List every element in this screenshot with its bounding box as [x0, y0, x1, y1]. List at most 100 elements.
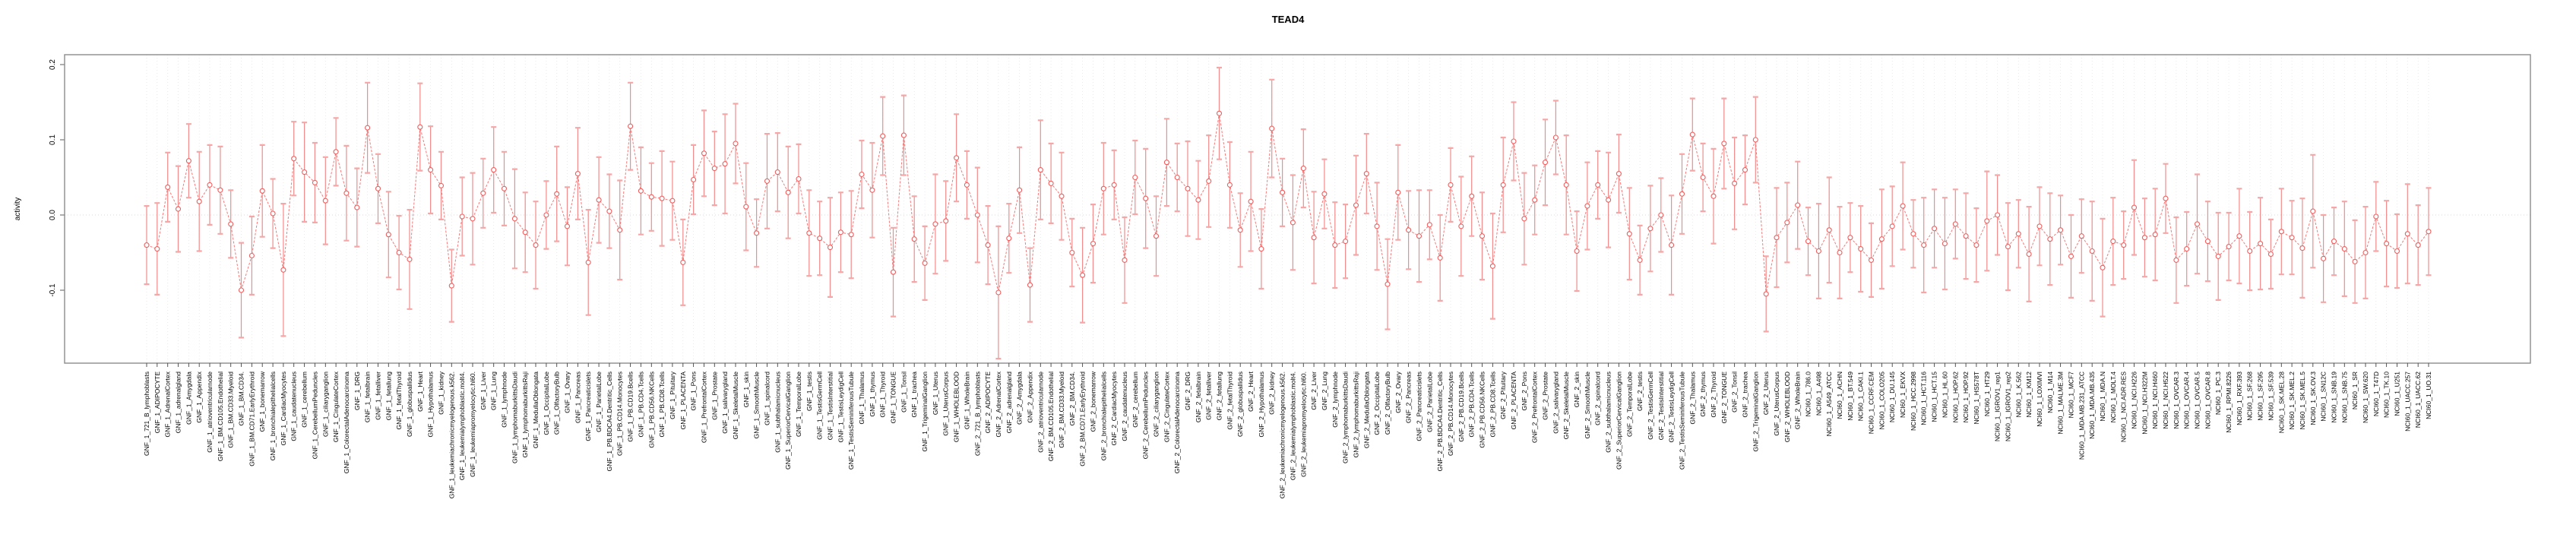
svg-text:GNF_2_bronchialepithelialcells: GNF_2_bronchialepithelialcells	[1100, 372, 1107, 460]
svg-text:GNF_2_DRG: GNF_2_DRG	[1184, 372, 1191, 410]
svg-text:GNF_1_leukemiapromyelocytic.hl: GNF_1_leukemiapromyelocytic.hl60.	[469, 372, 476, 477]
svg-text:GNF_2_TONGUE: GNF_2_TONGUE	[1720, 372, 1728, 424]
svg-text:GNF_1_subthalamicnucleus: GNF_1_subthalamicnucleus	[774, 372, 781, 453]
svg-text:NCI60_1_A498: NCI60_1_A498	[1815, 372, 1822, 416]
svg-text:NCI60_1_SK.MEL.5: NCI60_1_SK.MEL.5	[2299, 372, 2306, 430]
svg-text:GNF_1_skin: GNF_1_skin	[742, 372, 750, 408]
svg-text:GNF_1_TemporalLobe: GNF_1_TemporalLobe	[795, 372, 802, 437]
svg-text:GNF_2_PB.CD14.Monocytes: GNF_2_PB.CD14.Monocytes	[1447, 372, 1454, 456]
svg-text:NCI60_1_PC.3: NCI60_1_PC.3	[2214, 372, 2222, 415]
svg-text:NCI60_1_TK.10: NCI60_1_TK.10	[2383, 372, 2391, 418]
svg-text:NCI60_1_HS578T: NCI60_1_HS578T	[1973, 372, 1980, 424]
svg-text:GNF_1_AdrenalCortex: GNF_1_AdrenalCortex	[164, 371, 172, 437]
svg-text:GNF_2_Ovary: GNF_2_Ovary	[1394, 371, 1402, 413]
svg-text:NCI60_1_IGROV1_rep1: NCI60_1_IGROV1_rep1	[1994, 372, 2002, 441]
svg-text:GNF_1_DRG: GNF_1_DRG	[353, 372, 361, 410]
svg-text:GNF_1_SkeletalMuscle: GNF_1_SkeletalMuscle	[732, 372, 739, 440]
svg-text:GNF_1_atrioventricularnode: GNF_1_atrioventricularnode	[206, 372, 214, 453]
svg-text:NCI60_1_HOP.92: NCI60_1_HOP.92	[1962, 372, 1970, 423]
svg-text:GNF_1_Pons: GNF_1_Pons	[690, 372, 698, 411]
svg-text:NCI60_1_EKVX: NCI60_1_EKVX	[1899, 372, 1907, 418]
svg-text:activity: activity	[14, 198, 22, 221]
svg-text:NCI60_1_RPMI.8226: NCI60_1_RPMI.8226	[2225, 372, 2233, 433]
svg-text:GNF_1_PB.CD14.Monocytes: GNF_1_PB.CD14.Monocytes	[616, 372, 624, 456]
svg-text:NCI60_1_OVCAR.4: NCI60_1_OVCAR.4	[2183, 372, 2191, 429]
svg-text:GNF_2_BM.CD34.: GNF_2_BM.CD34.	[1068, 372, 1076, 425]
svg-text:GNF_2_OlfactoryBulb: GNF_2_OlfactoryBulb	[1384, 372, 1391, 435]
svg-text:NCI60_1_HOP.62: NCI60_1_HOP.62	[1951, 372, 1959, 423]
svg-text:GNF_2_leukemiachronicmyelogeno: GNF_2_leukemiachronicmyelogenous.k562.	[1279, 372, 1286, 498]
svg-text:GNF_1_TestisSeminiferousTubule: GNF_1_TestisSeminiferousTubule	[847, 372, 855, 470]
svg-text:NCI60_1_MCF7: NCI60_1_MCF7	[2068, 372, 2075, 419]
svg-text:NCI60_1_SF.295: NCI60_1_SF.295	[2257, 372, 2264, 421]
svg-text:GNF_2_SmoothMuscle: GNF_2_SmoothMuscle	[1584, 372, 1591, 439]
svg-text:GNF_1_ciliaryganglion: GNF_1_ciliaryganglion	[321, 372, 329, 437]
svg-text:GNF_2_ColorectalAdenocarcinoma: GNF_2_ColorectalAdenocarcinoma	[1173, 372, 1181, 473]
svg-text:GNF_2_TemporalLobe: GNF_2_TemporalLobe	[1625, 372, 1633, 437]
svg-text:GNF_2_skin: GNF_2_skin	[1573, 372, 1581, 408]
svg-text:GNF_2_thymus: GNF_2_thymus	[1699, 372, 1707, 417]
svg-text:GNF_1_fetalbrain: GNF_1_fetalbrain	[364, 372, 372, 422]
svg-text:GNF_1_SmoothMuscle: GNF_1_SmoothMuscle	[753, 372, 761, 439]
svg-text:GNF_1_OccipitalLobe: GNF_1_OccipitalLobe	[543, 372, 550, 435]
svg-text:GNF_1_fetalliver: GNF_1_fetalliver	[375, 372, 382, 420]
svg-text:GNF_1_TestisLeydigCell: GNF_1_TestisLeydigCell	[837, 372, 844, 443]
svg-text:GNF_2_BM.CD71.EarlyErythroid: GNF_2_BM.CD71.EarlyErythroid	[1079, 372, 1087, 466]
svg-text:GNF_2_cerebellum: GNF_2_cerebellum	[1131, 372, 1139, 428]
svg-text:NCI60_1_OVCAR.3: NCI60_1_OVCAR.3	[2173, 372, 2180, 429]
svg-text:GNF_2_721_B_lymphoblasts: GNF_2_721_B_lymphoblasts	[973, 372, 981, 456]
svg-text:NCI60_1_IGROV1_rep2: NCI60_1_IGROV1_rep2	[2005, 372, 2012, 441]
svg-text:GNF_2_trachea: GNF_2_trachea	[1742, 372, 1749, 418]
svg-text:NCI60_1_MDA.MB.435: NCI60_1_MDA.MB.435	[2088, 372, 2096, 439]
svg-text:GNF_1_TrigeminalGanglion: GNF_1_TrigeminalGanglion	[921, 372, 929, 452]
svg-text:NCI60_1_NCI.H460: NCI60_1_NCI.H460	[2151, 372, 2159, 429]
svg-text:GNF_1_Pancreas: GNF_1_Pancreas	[574, 372, 581, 423]
svg-text:NCI60_1_CAKI.1: NCI60_1_CAKI.1	[1857, 372, 1865, 421]
svg-text:NCI60_1_LOXIMVI: NCI60_1_LOXIMVI	[2036, 372, 2043, 427]
svg-text:GNF_2_PB.CD56.NKCells: GNF_2_PB.CD56.NKCells	[1479, 372, 1486, 448]
svg-text:NCI60_1_CCRF.CEM: NCI60_1_CCRF.CEM	[1868, 372, 1875, 434]
svg-text:GNF_2_fetalThyroid: GNF_2_fetalThyroid	[1226, 372, 1233, 430]
svg-text:GNF_2_fetalliver: GNF_2_fetalliver	[1205, 372, 1213, 420]
chart-title: TEAD4	[1271, 14, 1305, 25]
svg-text:GNF_1_bonemarrow: GNF_1_bonemarrow	[258, 371, 266, 432]
svg-text:GNF_2_Appendix: GNF_2_Appendix	[1027, 371, 1034, 422]
svg-text:0.0: 0.0	[49, 210, 57, 220]
svg-text:GNF_2_SuperiorCervicalGanglion: GNF_2_SuperiorCervicalGanglion	[1615, 372, 1622, 470]
svg-text:GNF_2_globuspallidus: GNF_2_globuspallidus	[1236, 372, 1244, 437]
svg-text:GNF_1_WholeBrain: GNF_1_WholeBrain	[963, 372, 970, 429]
svg-text:GNF_1_TestisInterstitial: GNF_1_TestisInterstitial	[827, 372, 834, 440]
svg-text:GNF_1_PB.BDCA4.Dentritic_Cells: GNF_1_PB.BDCA4.Dentritic_Cells	[606, 372, 613, 471]
svg-text:GNF_1_Appendix: GNF_1_Appendix	[195, 371, 203, 422]
svg-text:GNF_1_SuperiorCervicalGanglion: GNF_1_SuperiorCervicalGanglion	[784, 372, 792, 470]
svg-text:NCI60_1_OVCAR.5: NCI60_1_OVCAR.5	[2194, 372, 2201, 429]
svg-text:GNF_2_Pancreas: GNF_2_Pancreas	[1405, 372, 1413, 423]
svg-text:NCI60_1_HL.60: NCI60_1_HL.60	[1941, 372, 1948, 418]
svg-text:GNF_2_lymphnode: GNF_2_lymphnode	[1331, 372, 1339, 428]
svg-text:NCI60_1_MDA.N: NCI60_1_MDA.N	[2099, 372, 2106, 422]
svg-text:GNF_2_CerebellumPeduncles: GNF_2_CerebellumPeduncles	[1142, 372, 1150, 459]
svg-text:NCI60_1_HCT.15: NCI60_1_HCT.15	[1931, 372, 1938, 422]
svg-text:NCI60_1_SF.268: NCI60_1_SF.268	[2246, 372, 2254, 421]
svg-text:GNF_1_lymphnode: GNF_1_lymphnode	[501, 372, 508, 428]
svg-text:GNF_2_subthalamicnucleus: GNF_2_subthalamicnucleus	[1605, 372, 1612, 453]
svg-text:GNF_1_OlfactoryBulb: GNF_1_OlfactoryBulb	[553, 372, 561, 435]
svg-text:GNF_1_MedullaOblongata: GNF_1_MedullaOblongata	[532, 372, 540, 448]
svg-text:GNF_1_BM.CD105.Endothelial: GNF_1_BM.CD105.Endothelial	[217, 372, 224, 461]
svg-text:NCI60_1_HCC.2998: NCI60_1_HCC.2998	[1910, 372, 1917, 431]
svg-text:NCI60_1_COLO205: NCI60_1_COLO205	[1878, 372, 1885, 430]
svg-text:GNF_1_Pituitary: GNF_1_Pituitary	[669, 371, 676, 419]
svg-text:NCI60_1_U251: NCI60_1_U251	[2394, 372, 2401, 416]
svg-text:GNF_1_BM.CD34.: GNF_1_BM.CD34.	[238, 372, 245, 425]
svg-text:GNF_1_BM.CD71.EarlyErythroid: GNF_1_BM.CD71.EarlyErythroid	[248, 372, 255, 466]
svg-text:GNF_1_Thalamus: GNF_1_Thalamus	[858, 372, 866, 424]
svg-text:GNF_1_PB.CD8.Tcells: GNF_1_PB.CD8.Tcells	[658, 372, 666, 437]
svg-text:GNF_2_TestisInterstitial: GNF_2_TestisInterstitial	[1657, 372, 1665, 440]
svg-text:GNF_2_SkeletalMuscle: GNF_2_SkeletalMuscle	[1562, 372, 1570, 440]
svg-text:NCI60_1_786.0: NCI60_1_786.0	[1805, 372, 1812, 417]
svg-text:GNF_2_MedullaOblongata: GNF_2_MedullaOblongata	[1362, 372, 1370, 448]
svg-text:NCI60_1_BT.549: NCI60_1_BT.549	[1847, 372, 1854, 421]
svg-text:GNF_1_PrefrontalCortex: GNF_1_PrefrontalCortex	[701, 371, 708, 443]
svg-text:NCI60_1_SNB.75: NCI60_1_SNB.75	[2340, 372, 2348, 423]
